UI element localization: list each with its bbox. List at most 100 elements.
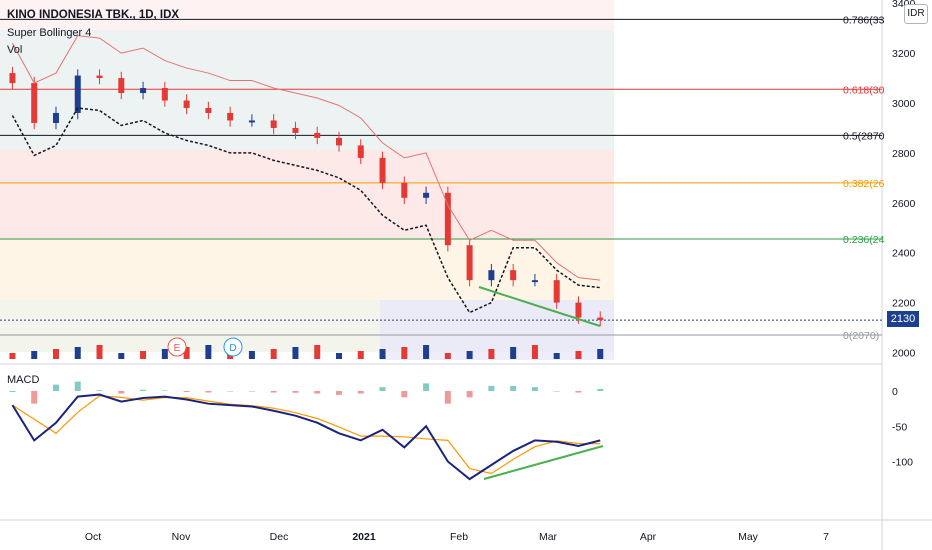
macd-hist-bar-16 [357, 391, 364, 394]
candle-10 [227, 112, 234, 121]
candle-26 [575, 302, 582, 318]
bollinger-midline [11, 107, 601, 314]
macd-tick-2: -100 [892, 457, 913, 469]
indicator-label[interactable]: Super Bollinger 4 [7, 27, 92, 39]
macd-hist-bar-15 [335, 391, 342, 395]
volume-bar-5 [118, 353, 125, 359]
price-tick-2: 3000 [892, 98, 916, 110]
volume-bar-16 [357, 351, 364, 359]
volume-bar-25 [553, 353, 560, 359]
price-tick-5: 2400 [892, 248, 916, 260]
volume-bar-22 [488, 349, 495, 359]
bg-band-teal [0, 30, 614, 150]
candle-2 [52, 112, 59, 123]
macd-tick-1: -50 [892, 421, 907, 433]
volume-bar-12 [270, 349, 277, 359]
candle-23 [510, 270, 517, 281]
candle-9 [205, 107, 212, 113]
candle-1 [31, 83, 38, 123]
volume-bar-13 [292, 347, 299, 359]
macd-hist-bar-11 [248, 391, 255, 392]
currency-badge[interactable]: IDR [904, 4, 928, 24]
candle-27 [597, 317, 604, 321]
volume-bar-17 [379, 349, 386, 359]
volume-label[interactable]: Vol [7, 44, 23, 56]
macd-hist-bar-0 [9, 391, 16, 392]
candle-7 [161, 88, 168, 101]
price-tick-3: 2800 [892, 148, 916, 160]
candle-18 [401, 182, 408, 198]
price-trendline [478, 286, 601, 327]
event-marker-D [223, 337, 243, 357]
candle-16 [357, 145, 364, 158]
macd-hist-bar-7 [161, 390, 168, 391]
macd-hist-bar-19 [423, 383, 430, 391]
time-tick-6: Apr [640, 531, 657, 543]
volume-bar-4 [96, 345, 103, 359]
macd-hist-bar-13 [292, 391, 299, 393]
macd-trendline [483, 445, 604, 480]
macd-hist-bar-14 [314, 391, 321, 394]
macd-hist-bar-22 [488, 385, 495, 391]
macd-label[interactable]: MACD [7, 374, 40, 386]
volume-bar-20 [444, 353, 451, 359]
candle-6 [140, 88, 147, 94]
volume-bar-2 [52, 349, 59, 359]
volume-bar-15 [335, 353, 342, 359]
fib-label-1: 0.618(30 [843, 84, 885, 96]
time-tick-7: May [738, 531, 759, 543]
macd-hist-bar-2 [52, 384, 59, 391]
fib-label-4: 0.236(24 [843, 234, 885, 246]
macd-hist-bar-25 [553, 391, 560, 392]
bollinger-background [0, 0, 614, 360]
macd-hist-bar-1 [31, 391, 38, 404]
candles [9, 66, 604, 327]
bg-band-blue [380, 300, 614, 360]
volume-bar-19 [423, 345, 430, 359]
candle-25 [553, 280, 560, 303]
candle-24 [531, 280, 538, 283]
fib-label-3: 0.382(26 [843, 178, 885, 190]
macd-hist-bar-10 [227, 391, 234, 392]
event-marker-label-0: E [174, 343, 181, 354]
candle-17 [379, 157, 386, 183]
time-tick-1: Nov [172, 531, 191, 543]
candle-3 [74, 75, 81, 113]
volume-bar-6 [140, 351, 147, 359]
volume-bar-18 [401, 347, 408, 359]
bg-band-pink [0, 150, 614, 240]
macd-hist-bar-27 [597, 388, 604, 391]
candle-4 [96, 75, 103, 79]
macd-hist-bar-24 [531, 387, 538, 391]
fib-label-5: 0(2070) [843, 330, 879, 342]
macd-hist-bar-5 [118, 391, 125, 394]
macd-hist-bar-6 [140, 389, 147, 391]
time-tick-0: Oct [85, 531, 101, 543]
macd-hist-bar-4 [96, 390, 103, 391]
time-tick-8: 7 [823, 531, 829, 543]
volume-bar-23 [510, 347, 517, 359]
candle-22 [488, 270, 495, 281]
candle-5 [118, 78, 125, 94]
time-tick-2: Dec [270, 531, 289, 543]
macd-hist-bar-21 [466, 391, 473, 398]
fib-label-2: 0.5(2870 [843, 130, 885, 142]
macd-hist-bar-12 [270, 391, 277, 393]
candle-13 [292, 127, 299, 133]
price-tick-0: 3400 [892, 0, 916, 10]
volume-bar-9 [205, 345, 212, 359]
price-tick-4: 2600 [892, 198, 916, 210]
volume-bar-3 [74, 347, 81, 359]
macd-hist-bar-17 [379, 387, 386, 391]
macd-hist-bar-3 [74, 381, 81, 391]
candle-11 [248, 120, 255, 123]
event-marker-label-1: D [229, 343, 236, 354]
candle-14 [314, 132, 321, 138]
price-tick-6: 2200 [892, 298, 916, 310]
time-tick-4: Feb [450, 531, 468, 543]
volume-bar-27 [597, 349, 604, 359]
time-tick-5: Mar [539, 531, 558, 543]
macd-signal-line [12, 395, 601, 475]
volume-bar-8 [183, 347, 190, 359]
